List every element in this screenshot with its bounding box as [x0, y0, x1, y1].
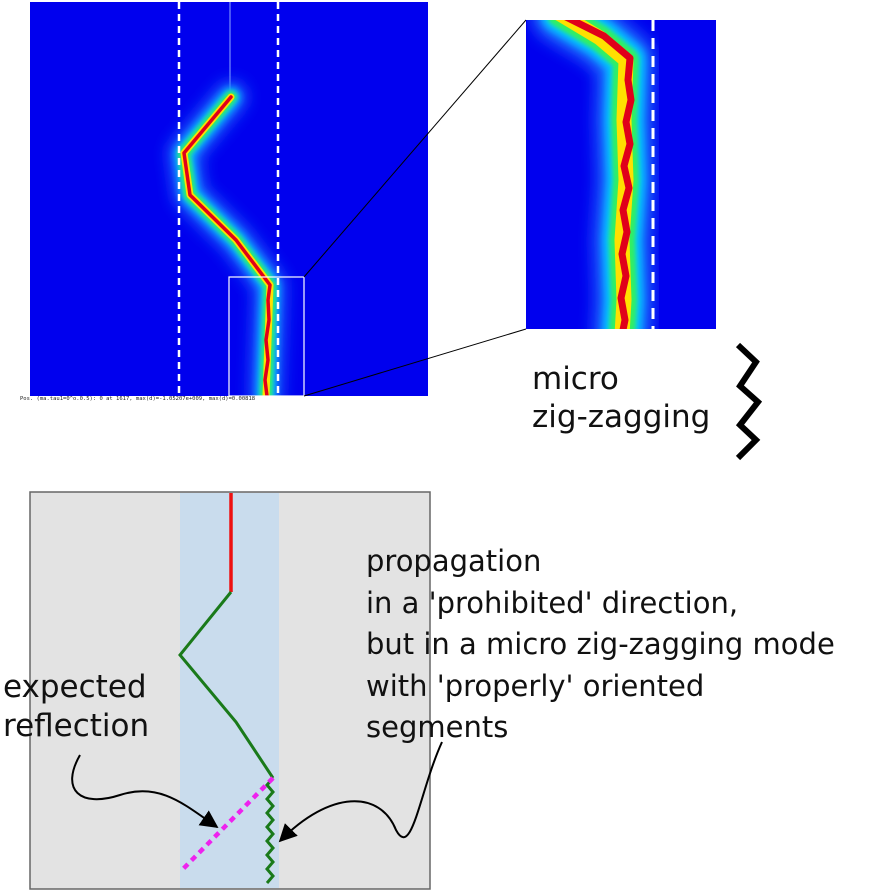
zoom-region-box	[228, 276, 305, 396]
propagated-crack	[178, 591, 275, 779]
simulation-field	[30, 2, 428, 396]
micro-zigzag-label: micro zig-zagging	[532, 361, 711, 435]
zigzag-icon	[735, 342, 763, 461]
damage-band	[169, 82, 285, 396]
propagation-arrow	[278, 741, 443, 843]
expected-reflection-label: expected reflection	[3, 669, 150, 744]
micro-zigzag-crack	[265, 777, 275, 884]
simulation-caption: Pos. (ma.tau1=0^o.0.5): 0 at 1617, max(d…	[20, 396, 256, 402]
zoom-connectors	[303, 19, 527, 397]
schematic	[29, 491, 431, 890]
expected-reflection-arrow	[71, 754, 219, 829]
propagation-label: propagation in a 'prohibited' direction,…	[366, 544, 835, 744]
zoom-inset	[526, 20, 716, 329]
